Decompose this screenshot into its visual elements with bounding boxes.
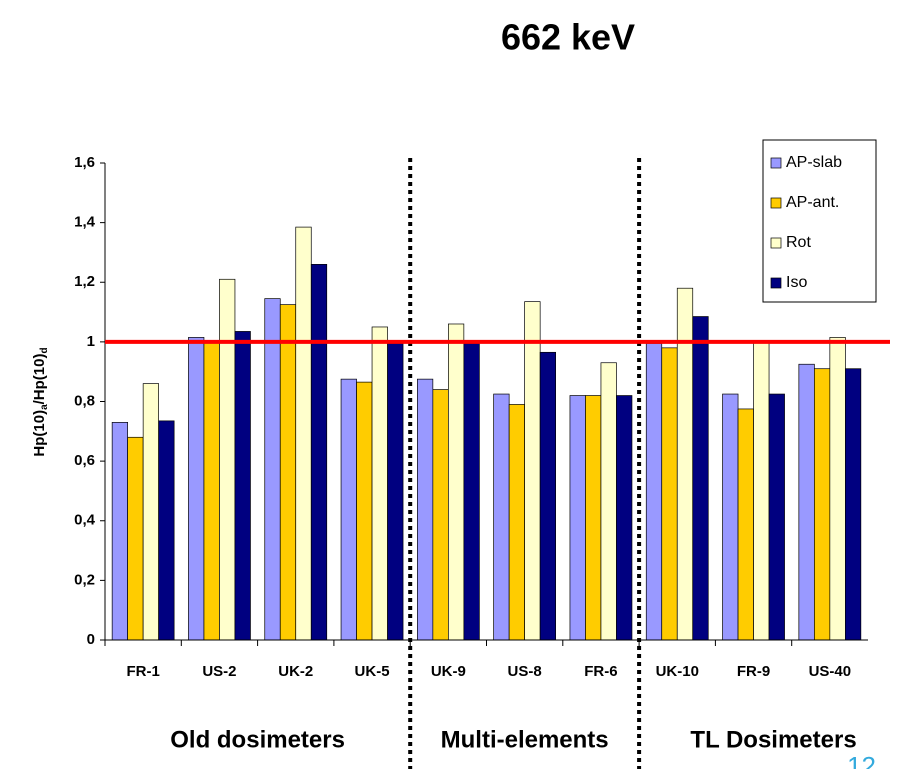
legend-label: AP-ant. bbox=[786, 194, 839, 211]
bar bbox=[142, 383, 159, 641]
bar bbox=[295, 226, 312, 641]
bar bbox=[111, 422, 129, 641]
group-label: Old dosimeters bbox=[170, 726, 345, 753]
y-label-part: /Hp(10) bbox=[31, 354, 48, 405]
bar bbox=[569, 395, 586, 641]
x-tick-label: UK-2 bbox=[278, 663, 313, 680]
bar bbox=[661, 347, 678, 641]
chart-title: 662 keV bbox=[501, 17, 635, 58]
x-tick-label: US-2 bbox=[202, 663, 236, 680]
bar bbox=[798, 363, 815, 641]
y-tick-label: 1 bbox=[87, 333, 95, 350]
x-tick-label: UK-5 bbox=[355, 663, 390, 680]
bar bbox=[356, 381, 373, 641]
bar bbox=[539, 351, 557, 641]
y-tick-label: 0 bbox=[87, 631, 95, 648]
y-tick-label: 1,4 bbox=[74, 214, 96, 231]
group-label: Multi-elements bbox=[441, 726, 609, 753]
y-tick-label: 0,2 bbox=[74, 571, 95, 588]
y-tick-label: 1,2 bbox=[74, 273, 95, 290]
bar bbox=[387, 343, 404, 641]
bar bbox=[264, 298, 281, 641]
bar bbox=[188, 337, 205, 641]
bar bbox=[829, 337, 846, 641]
bar bbox=[371, 326, 388, 641]
bar bbox=[203, 341, 220, 641]
y-tick-label: 0,8 bbox=[74, 392, 95, 409]
y-tick-label: 1,6 bbox=[74, 154, 95, 171]
x-tick-label: FR-6 bbox=[584, 663, 617, 680]
bar bbox=[616, 395, 633, 641]
page-number: 12 bbox=[847, 751, 876, 769]
bar bbox=[310, 264, 328, 641]
bar bbox=[524, 301, 541, 641]
x-tick-label: FR-9 bbox=[737, 663, 770, 680]
bar bbox=[340, 378, 357, 641]
bar bbox=[692, 316, 709, 641]
bar bbox=[463, 343, 480, 641]
y-tick-label: 0,4 bbox=[74, 512, 96, 529]
bar bbox=[432, 389, 449, 641]
bar bbox=[844, 368, 862, 641]
bar bbox=[813, 368, 831, 641]
bar bbox=[768, 393, 785, 641]
x-tick-label: US-8 bbox=[508, 663, 542, 680]
bar bbox=[417, 378, 434, 641]
bar bbox=[158, 420, 175, 641]
legend-label: AP-slab bbox=[786, 154, 842, 171]
bar bbox=[508, 404, 525, 641]
bar bbox=[448, 323, 465, 641]
y-label-part: Hp(10) bbox=[31, 410, 48, 457]
legend-swatch bbox=[770, 157, 782, 169]
bar bbox=[585, 395, 602, 641]
bar bbox=[279, 304, 297, 641]
bar bbox=[722, 393, 739, 641]
bar bbox=[753, 340, 770, 641]
x-tick-label: FR-1 bbox=[126, 663, 159, 680]
x-tick-label: UK-9 bbox=[431, 663, 466, 680]
legend-swatch bbox=[770, 197, 782, 209]
bar bbox=[645, 343, 663, 641]
bar bbox=[600, 362, 617, 641]
y-label-sub: d bbox=[39, 347, 50, 353]
group-label: TL Dosimeters bbox=[690, 726, 856, 753]
legend-swatch bbox=[770, 277, 782, 289]
x-tick-label: UK-10 bbox=[656, 663, 699, 680]
bar bbox=[493, 393, 510, 641]
bar bbox=[234, 331, 251, 641]
bar bbox=[219, 278, 236, 641]
legend-label: Iso bbox=[786, 274, 807, 291]
y-label-sub: a bbox=[39, 404, 50, 410]
legend-label: Rot bbox=[786, 234, 811, 251]
y-axis-label: Hp(10)a/Hp(10)d bbox=[31, 347, 50, 456]
bar bbox=[737, 408, 754, 641]
legend-swatch bbox=[770, 237, 782, 249]
x-tick-label: US-40 bbox=[809, 663, 852, 680]
legend-box bbox=[762, 139, 877, 303]
y-tick-label: 0,6 bbox=[74, 452, 95, 469]
bar bbox=[127, 436, 144, 641]
